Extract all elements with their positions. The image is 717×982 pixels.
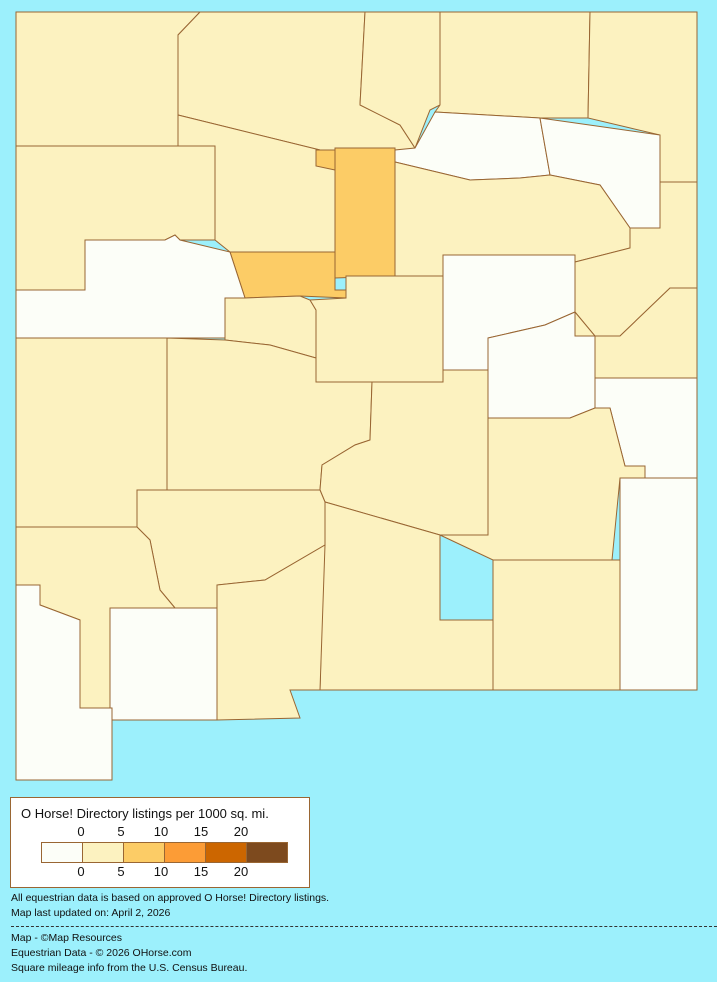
legend-title: O Horse! Directory listings per 1000 sq.… — [21, 806, 269, 821]
data-basis-note: All equestrian data is based on approved… — [11, 892, 330, 904]
tick-label: 10 — [153, 824, 169, 839]
legend: O Horse! Directory listings per 1000 sq.… — [10, 797, 310, 888]
county-region[interactable] — [216, 544, 326, 721]
data-credit: Equestrian Data - © 2026 OHorse.com — [11, 947, 192, 959]
legend-swatch — [247, 843, 287, 862]
legend-swatch — [83, 843, 124, 862]
divider — [11, 926, 717, 927]
tick-label: 5 — [117, 824, 125, 839]
legend-color-bar — [41, 842, 288, 863]
legend-swatch — [206, 843, 247, 862]
county-region[interactable] — [492, 559, 621, 691]
county-region[interactable] — [315, 149, 336, 171]
tick-label: 10 — [153, 864, 169, 879]
county-region[interactable] — [15, 584, 113, 781]
county-region[interactable] — [229, 251, 347, 299]
last-updated-note: Map last updated on: April 2, 2026 — [11, 907, 171, 919]
map-credit: Map - ©Map Resources — [11, 932, 123, 944]
county-region[interactable] — [619, 477, 698, 691]
legend-swatch — [124, 843, 165, 862]
tick-label: 0 — [77, 864, 85, 879]
county-region[interactable] — [434, 11, 591, 119]
tick-label: 15 — [193, 864, 209, 879]
legend-swatch — [165, 843, 206, 862]
county-region[interactable] — [109, 607, 218, 721]
tick-label: 0 — [77, 824, 85, 839]
legend-swatch — [42, 843, 83, 862]
county-region[interactable] — [334, 147, 396, 279]
tick-label: 20 — [233, 824, 249, 839]
tick-label: 5 — [117, 864, 125, 879]
census-credit: Square mileage info from the U.S. Census… — [11, 962, 248, 974]
county-region[interactable] — [15, 234, 246, 339]
counties — [15, 11, 698, 781]
tick-label: 20 — [233, 864, 249, 879]
tick-label: 15 — [193, 824, 209, 839]
county-region[interactable] — [15, 11, 202, 147]
county-map — [15, 11, 698, 781]
